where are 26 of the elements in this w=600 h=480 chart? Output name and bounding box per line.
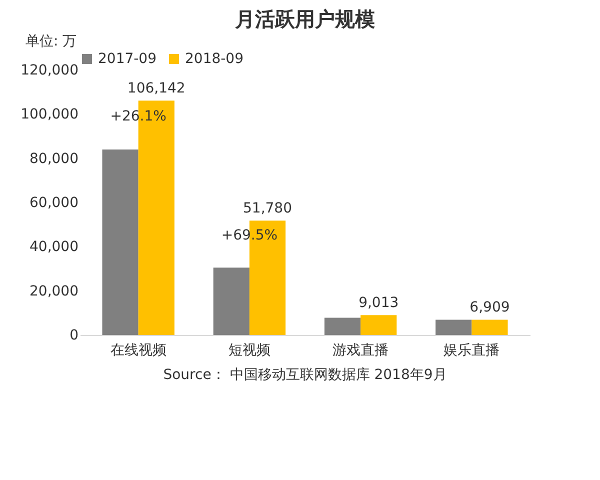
data-label: 106,142 [127, 80, 186, 97]
y-tick-label: 100,000 [20, 106, 78, 123]
y-tick-label: 20,000 [30, 283, 78, 300]
y-tick-label: 40,000 [30, 239, 78, 256]
bar [472, 320, 508, 335]
y-tick-label: 80,000 [30, 150, 78, 167]
y-tick-label: 0 [70, 328, 78, 344]
data-label: 51,780 [243, 200, 292, 217]
y-tick-label: 120,000 [20, 62, 78, 78]
y-axis-title: 单位: 万 [26, 34, 77, 50]
bar [324, 318, 361, 335]
bar [436, 320, 472, 335]
x-tick-label: 游戏直播 [332, 342, 389, 358]
y-tick-label: 60,000 [30, 195, 78, 211]
x-tick-label: 短视频 [228, 342, 270, 358]
data-label: 9,013 [358, 295, 399, 312]
x-tick-label: 在线视频 [110, 342, 166, 358]
legend-label: 2017-09 [98, 51, 156, 67]
legend-label: 2018-09 [185, 51, 244, 67]
bar [213, 268, 250, 335]
bar [102, 150, 138, 335]
chart-title: 月活跃用户规模 [234, 7, 375, 31]
x-tick-label: 娱乐直播 [444, 342, 500, 358]
source-note: Source： 中国移动互联网数据库 2018年9月 [163, 367, 447, 383]
data-label: 6,909 [470, 300, 510, 316]
bar [360, 315, 397, 335]
